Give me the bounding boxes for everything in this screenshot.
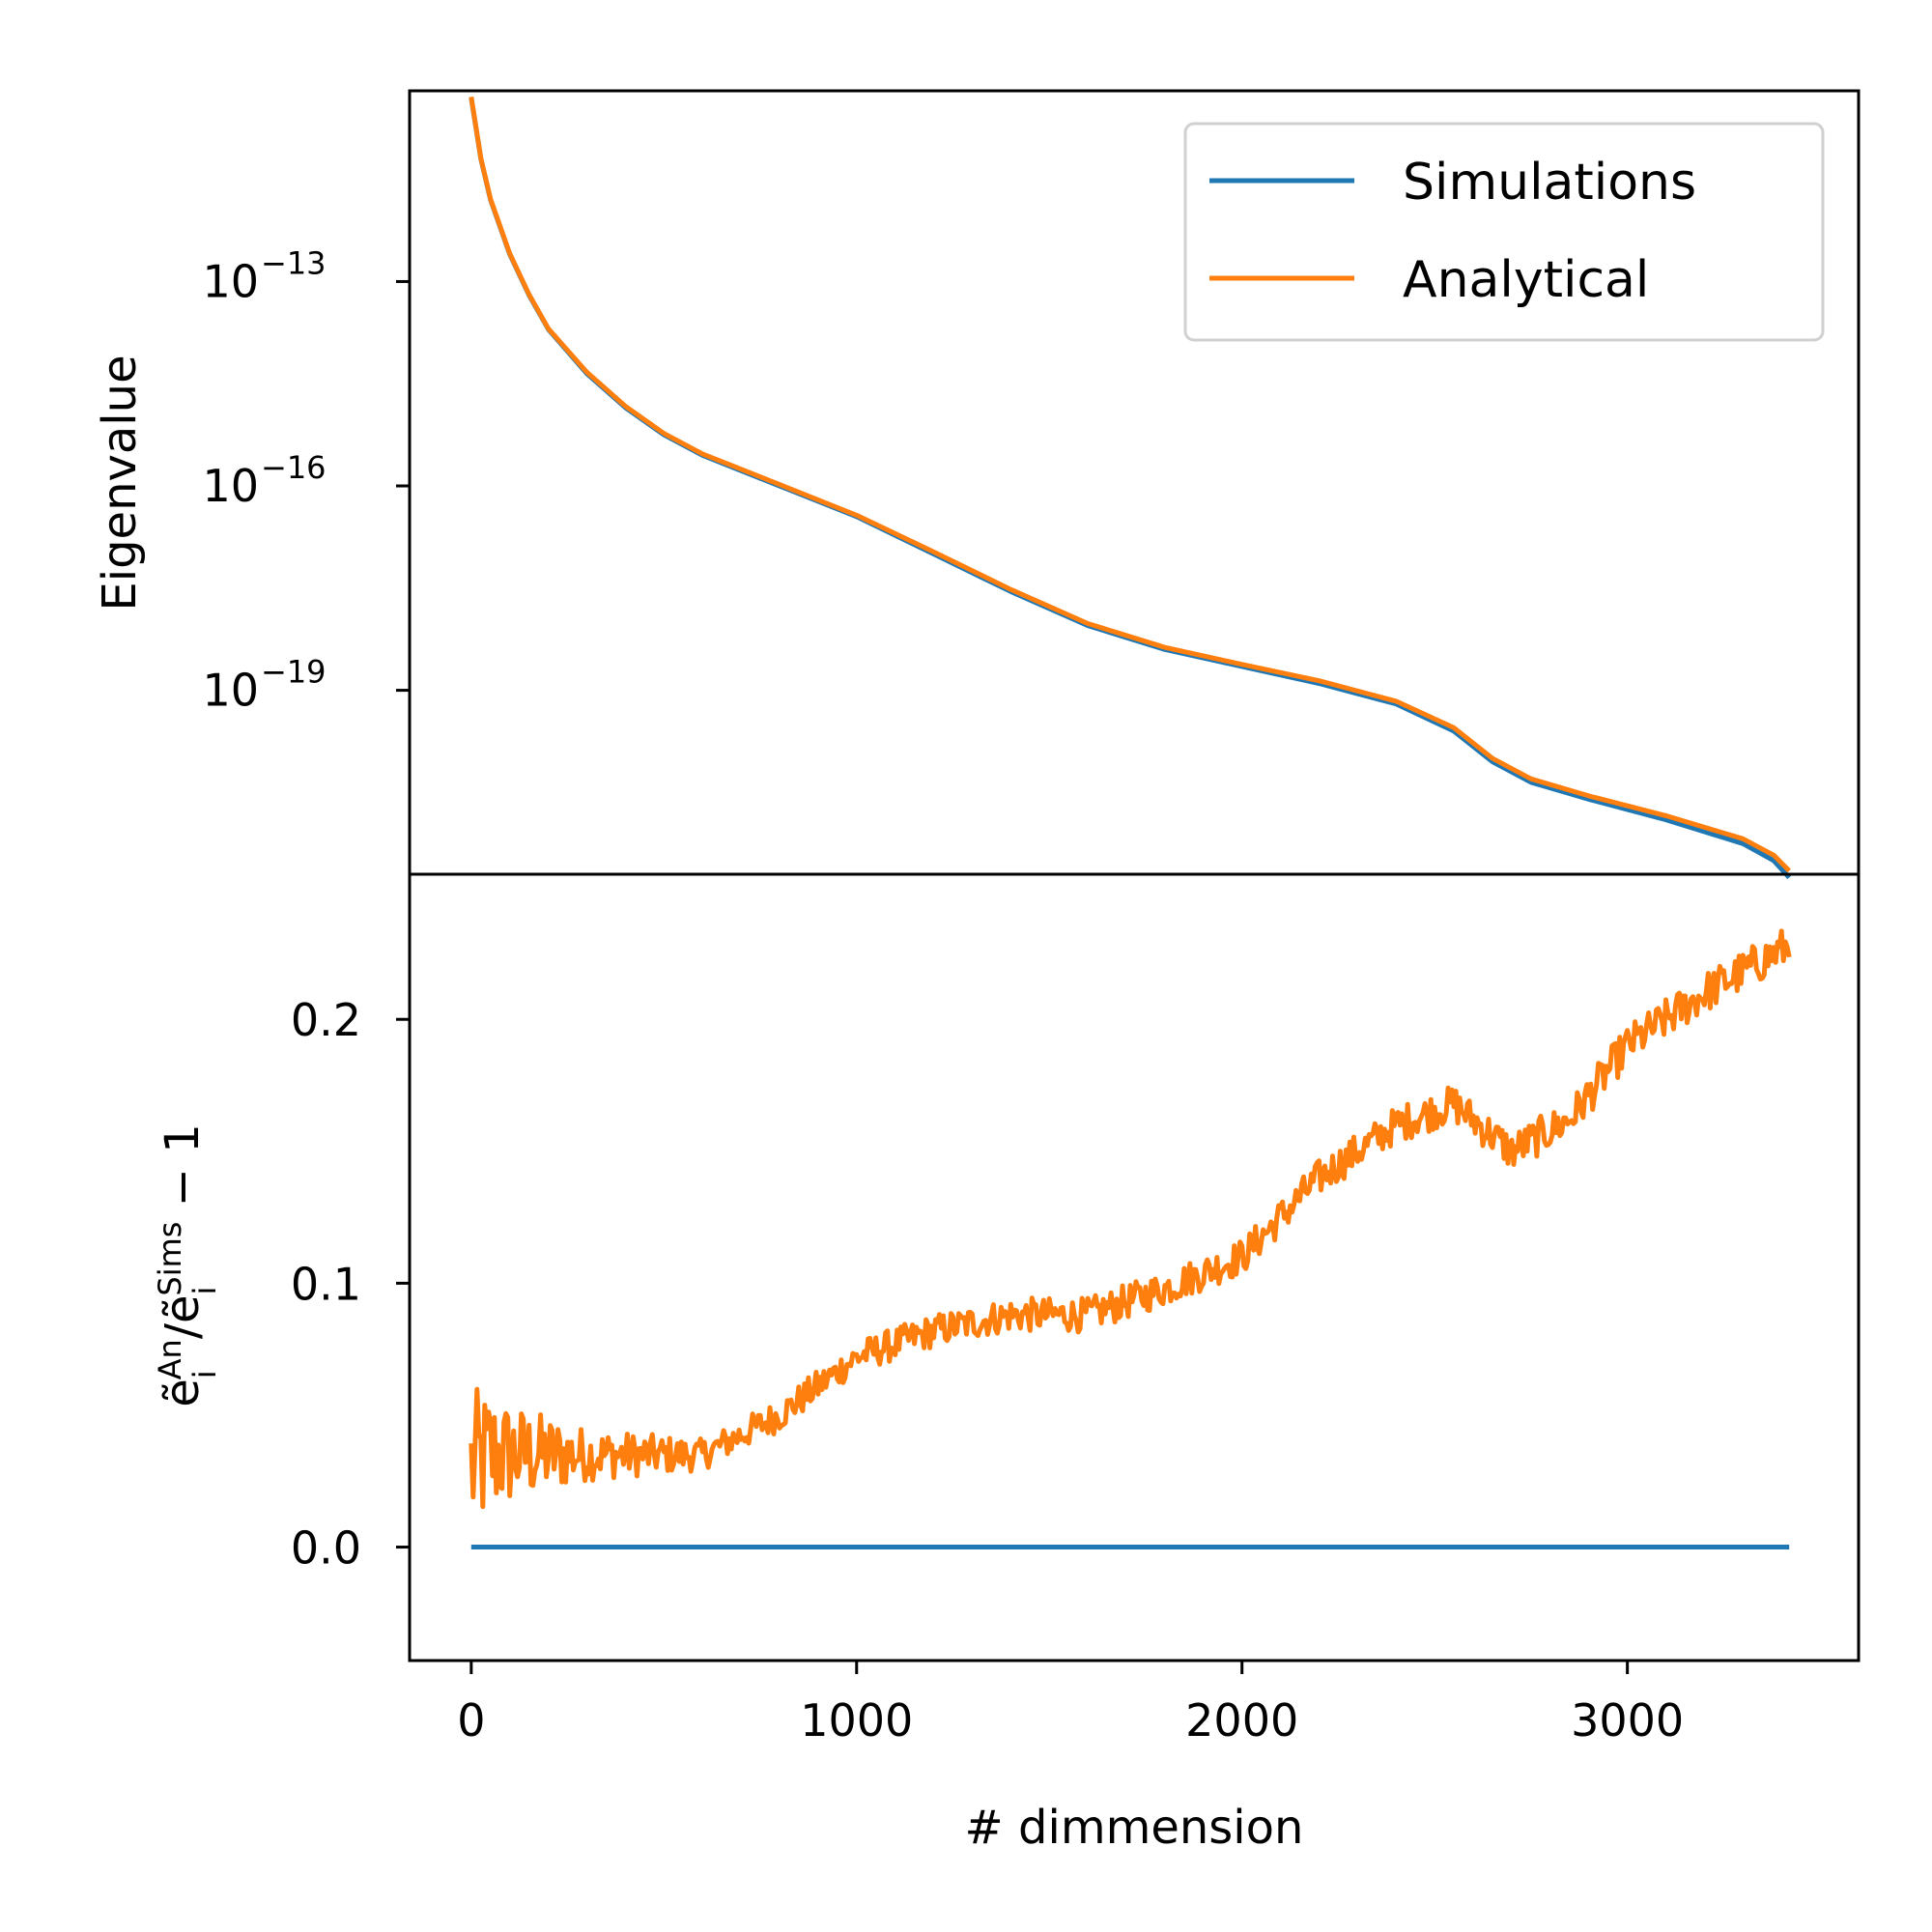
- top-y-tick-base: 10: [202, 665, 259, 717]
- x-tick-label: 1000: [800, 1694, 913, 1747]
- bottom-y-axis-label: ẽiAn/ẽiSims − 1: [152, 1123, 223, 1407]
- top-y-tick-exponent: −13: [261, 244, 327, 281]
- top-series-analytical: [469, 96, 1791, 873]
- top-y-axis-label: Eigenvalue: [93, 355, 147, 611]
- x-tick-label: 2000: [1185, 1694, 1298, 1747]
- bottom-panel: 0.00.10.2 0 1000 2000 3000 ẽiAn/ẽiSims − 1 …: [152, 872, 1861, 1855]
- top-series-layer: [469, 96, 1792, 880]
- legend: Simulations Analytical: [1183, 122, 1825, 342]
- top-y-tick-base: 10: [202, 255, 259, 307]
- bottom-series-analytical: [469, 928, 1792, 1510]
- bottom-y-tick-label: 0.1: [291, 1258, 361, 1310]
- bottom-panel-frame: [408, 872, 1861, 1662]
- top-y-tick-exponent: −19: [261, 654, 327, 691]
- bottom-y-ticks: 0.0 0.1 0.2: [291, 994, 410, 1575]
- x-tick-label: 3000: [1571, 1694, 1684, 1747]
- x-tick-label: 0: [457, 1694, 485, 1747]
- x-axis-label: # dimmension: [965, 1801, 1304, 1855]
- bottom-x-ticks: 0 1000 2000 3000: [457, 1661, 1684, 1747]
- top-y-tick-base: 10: [202, 460, 259, 512]
- legend-label-analytical: Analytical: [1403, 251, 1649, 309]
- legend-label-simulations: Simulations: [1403, 154, 1696, 212]
- bottom-series-layer: [469, 928, 1792, 1549]
- top-y-tick-exponent: −16: [261, 449, 327, 486]
- bottom-y-tick-label: 0.0: [291, 1522, 361, 1575]
- bottom-y-tick-label: 0.2: [291, 994, 361, 1046]
- legend-frame: [1183, 122, 1825, 342]
